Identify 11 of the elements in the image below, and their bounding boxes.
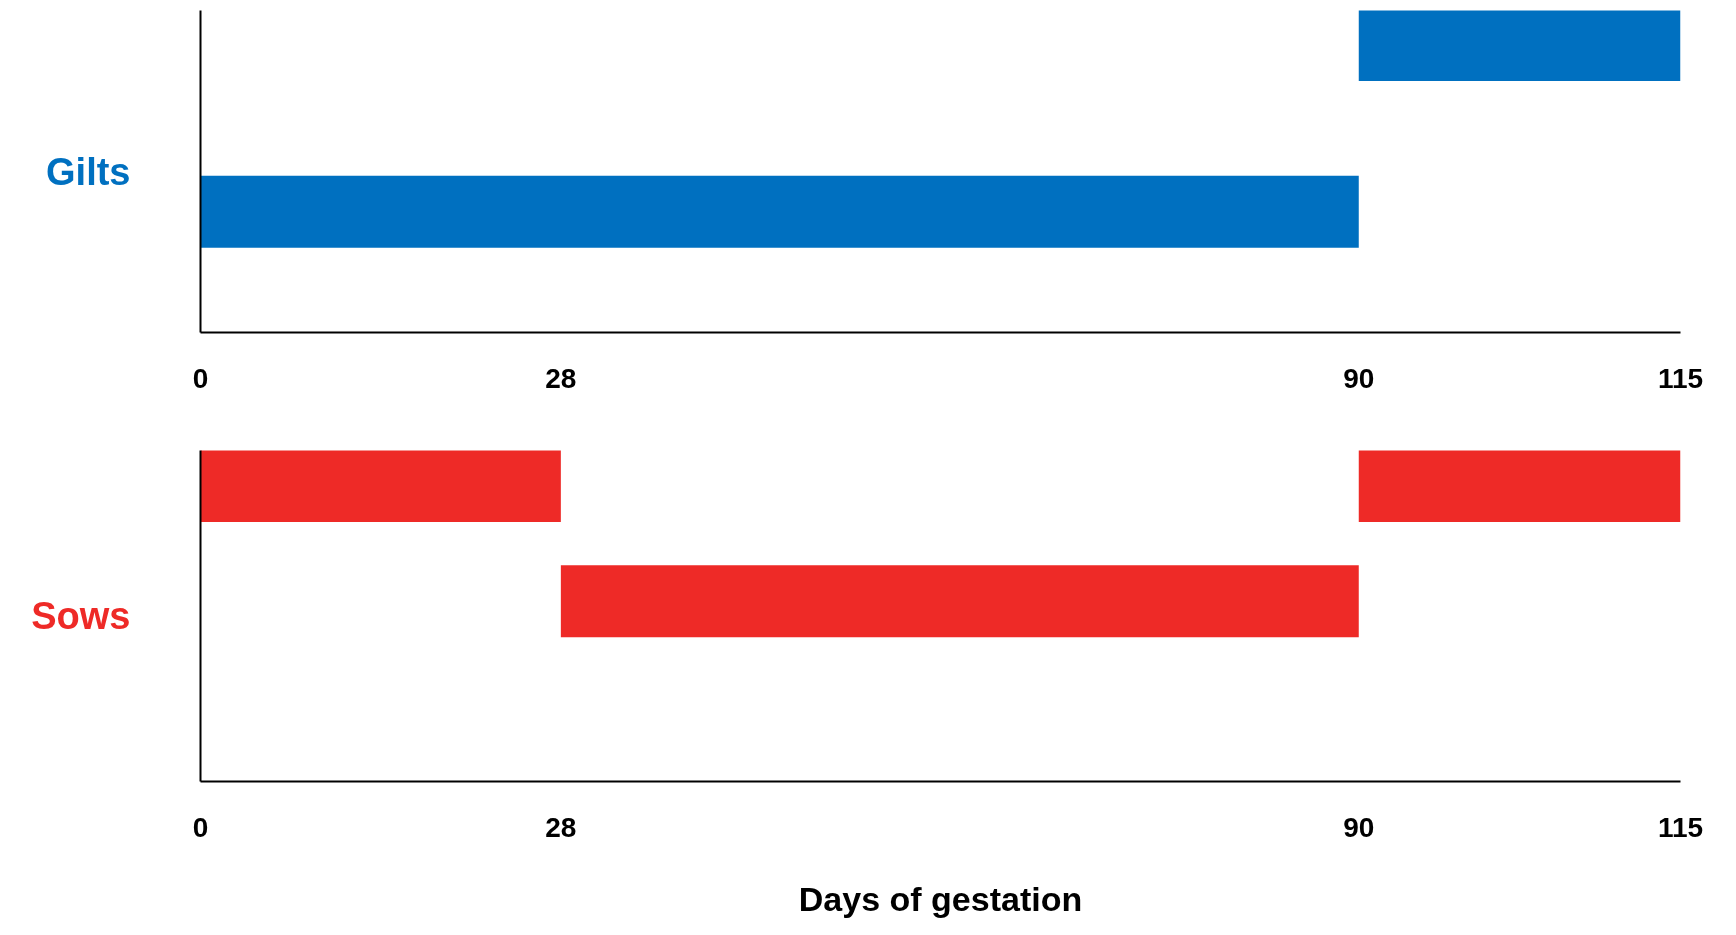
x-tick-label: 0 (192, 811, 209, 843)
x-tick-label: 0 (192, 362, 209, 394)
x-tick-label: 90 (1343, 811, 1375, 843)
y-axis-title: Sows (31, 595, 131, 637)
x-tick-label: 90 (1343, 362, 1375, 394)
x-axis-title: Days of gestation (798, 879, 1083, 918)
y-axis-title: Gilts (46, 150, 131, 193)
x-tick-label: 28 (545, 362, 577, 394)
x-tick-label: 115 (1657, 811, 1704, 843)
x-tick-label: 115 (1657, 362, 1704, 394)
x-tick-label: 28 (545, 811, 577, 843)
